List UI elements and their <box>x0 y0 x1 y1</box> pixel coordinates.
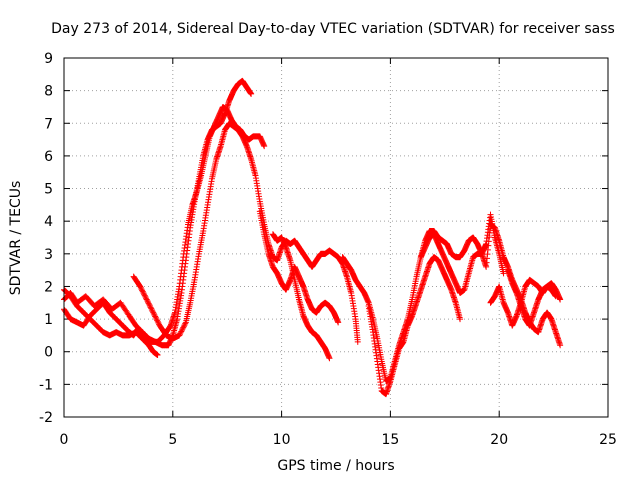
data-point <box>179 325 186 332</box>
data-point <box>182 320 189 327</box>
data-point <box>178 327 185 334</box>
series-trace-c <box>61 286 161 358</box>
x-tick-label: 0 <box>60 432 69 448</box>
data-points <box>61 77 564 398</box>
data-point <box>552 293 559 300</box>
data-point <box>150 309 157 316</box>
y-tick-label: 2 <box>44 279 53 295</box>
series-trace-b <box>61 103 268 345</box>
x-axis-label: GPS time / hours <box>277 458 394 474</box>
data-point <box>178 328 185 335</box>
x-tick-label: 25 <box>599 432 617 448</box>
data-point <box>145 300 152 307</box>
series-trace-k <box>504 267 559 329</box>
data-point <box>354 338 361 345</box>
y-tick-label: 9 <box>44 51 53 67</box>
y-tick-label: 3 <box>44 247 53 263</box>
data-point <box>147 304 154 311</box>
x-tick-label: 20 <box>490 432 508 448</box>
data-point <box>137 284 144 291</box>
data-point <box>176 332 183 339</box>
data-point <box>335 319 342 326</box>
data-point <box>146 303 153 310</box>
y-tick-label: 1 <box>44 312 53 328</box>
data-point <box>140 289 147 296</box>
y-tick-label: 6 <box>44 149 53 165</box>
data-point <box>139 288 146 295</box>
data-point <box>138 286 145 293</box>
series-trace-h <box>365 254 464 398</box>
y-tick-label: -1 <box>39 377 53 393</box>
data-point <box>141 291 148 298</box>
x-tick-label: 10 <box>273 432 291 448</box>
data-point <box>180 324 187 331</box>
data-point <box>146 301 153 308</box>
x-tick-label: 15 <box>381 432 399 448</box>
plot-frame <box>63 57 609 418</box>
data-point <box>151 312 158 319</box>
data-point <box>180 323 187 330</box>
data-point <box>148 305 155 312</box>
data-point <box>148 306 155 313</box>
data-point <box>500 270 507 277</box>
data-point <box>557 296 564 303</box>
data-point <box>144 297 151 304</box>
data-point <box>144 299 151 306</box>
y-tick-label: 8 <box>44 84 53 100</box>
data-point <box>557 342 564 349</box>
data-point <box>154 351 161 358</box>
data-point <box>150 310 157 317</box>
data-point <box>155 320 162 327</box>
data-point <box>152 314 159 321</box>
series-trace-e <box>256 208 342 326</box>
data-point <box>261 143 268 150</box>
x-tick-labels: 0 5 10 15 20 25 <box>60 432 617 448</box>
y-tick-label: 4 <box>44 214 53 230</box>
data-point <box>326 355 333 362</box>
data-point <box>143 295 150 302</box>
data-point <box>176 331 183 338</box>
y-tick-label: 7 <box>44 116 53 132</box>
data-point <box>154 318 161 325</box>
y-tick-label: 5 <box>44 182 53 198</box>
data-point <box>154 317 161 324</box>
data-point <box>181 321 188 328</box>
data-point <box>152 313 159 320</box>
data-point <box>177 329 184 336</box>
chart-title: Day 273 of 2014, Sidereal Day-to-day VTE… <box>51 21 615 37</box>
data-point <box>142 293 149 300</box>
y-tick-label: -2 <box>39 410 53 426</box>
data-point <box>153 316 160 323</box>
data-point <box>143 296 150 303</box>
data-point <box>149 308 156 315</box>
data-point <box>248 90 255 97</box>
data-point <box>139 287 146 294</box>
data-point <box>457 316 464 323</box>
y-axis-label: SDTVAR / TECUs <box>8 181 24 296</box>
y-tick-labels: -2 -1 0 1 2 3 4 5 6 7 8 9 <box>39 51 53 426</box>
y-tick-label: 0 <box>44 345 53 361</box>
series-trace-f <box>269 231 333 362</box>
data-point <box>137 283 144 290</box>
x-tick-label: 5 <box>168 432 177 448</box>
data-point <box>141 292 148 299</box>
